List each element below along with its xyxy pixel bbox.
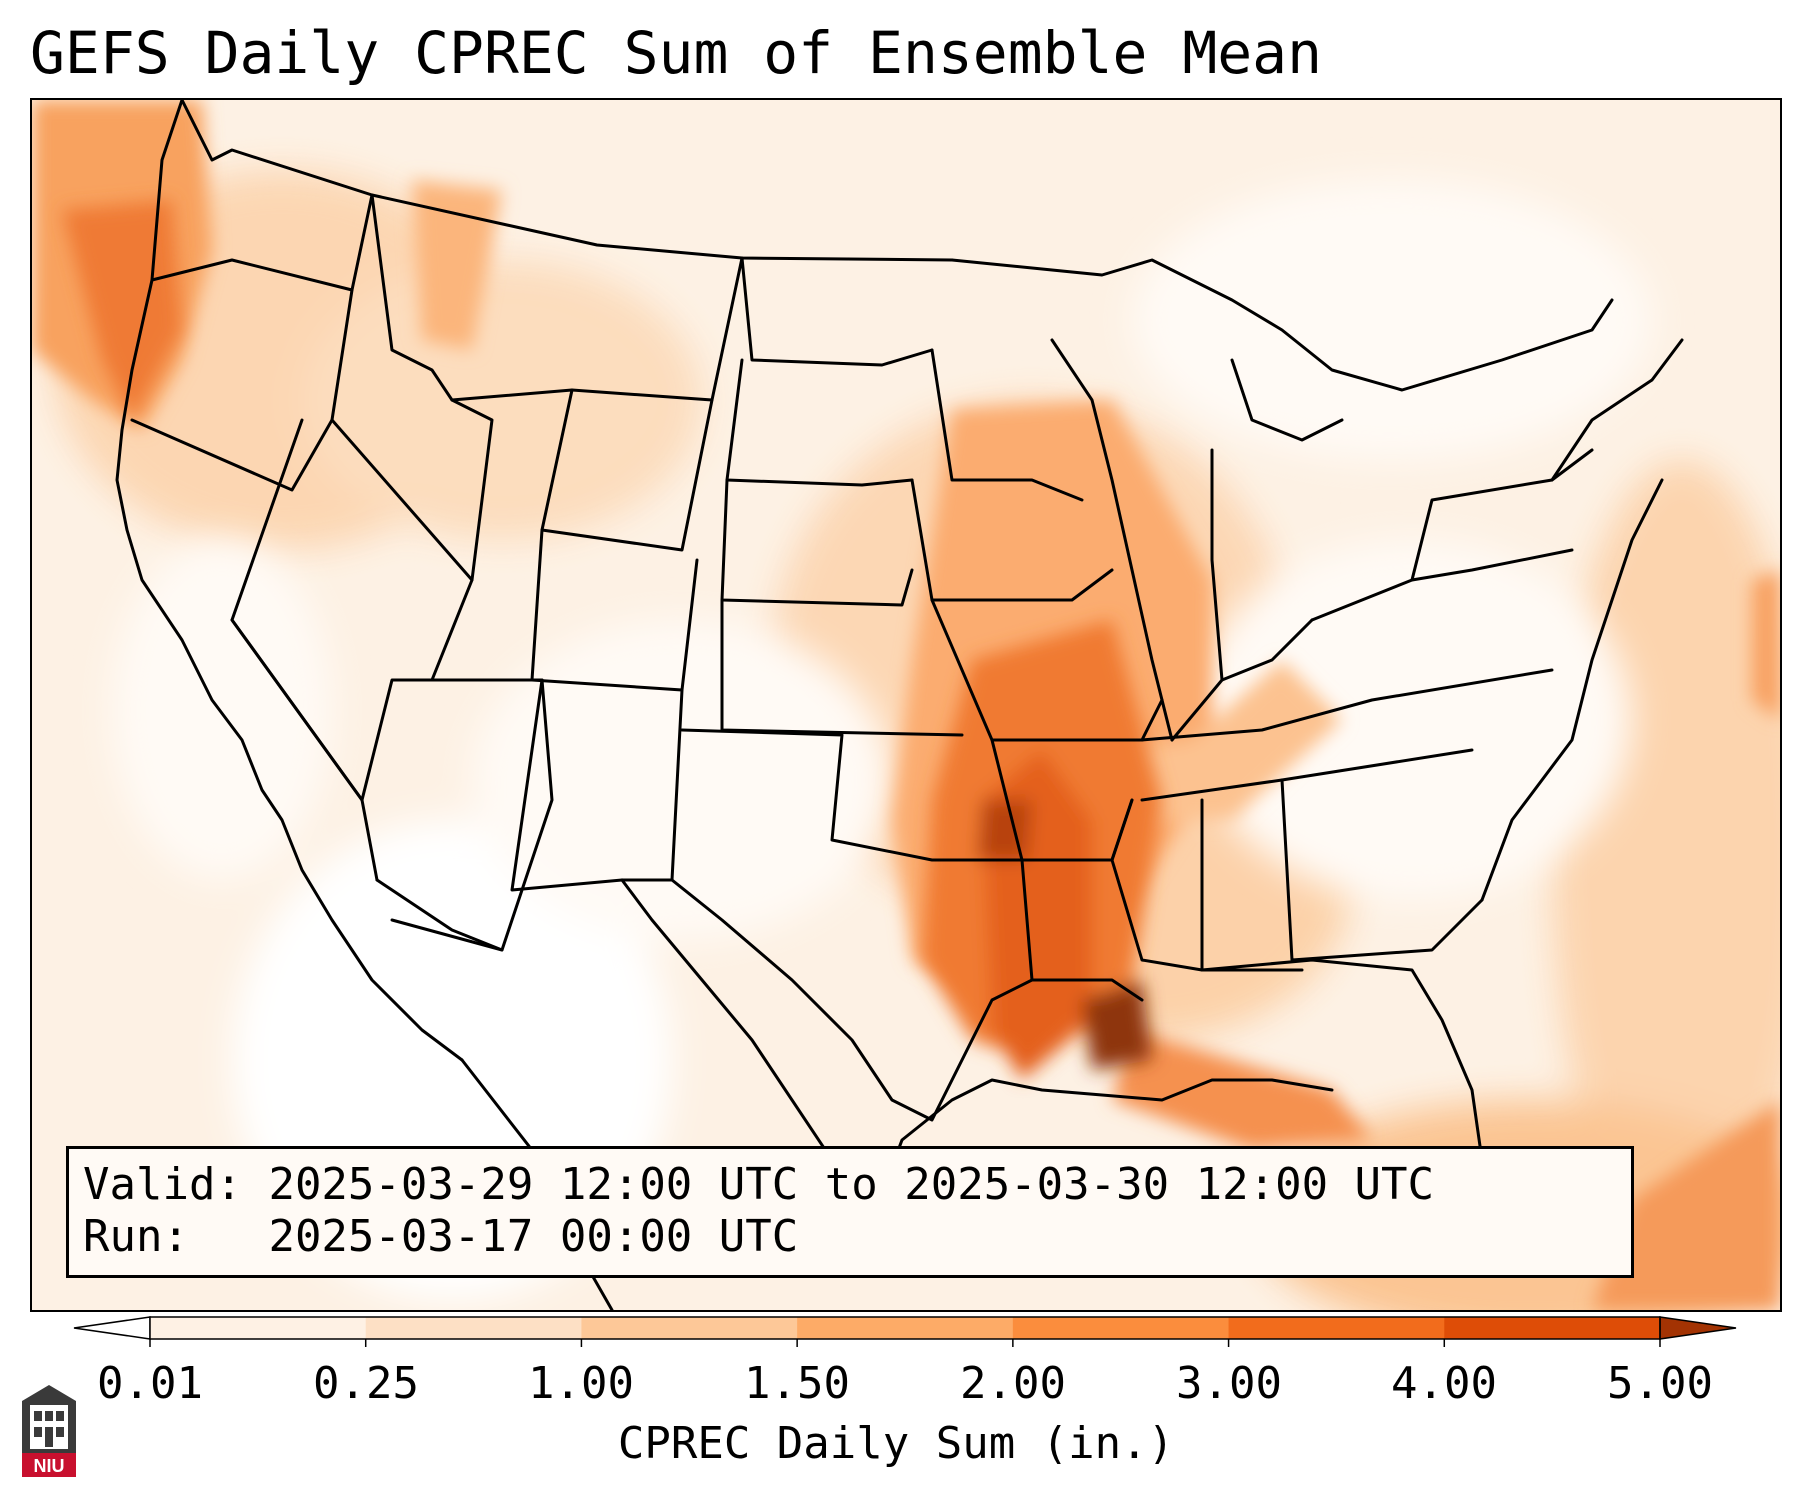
precipitation-map	[30, 98, 1782, 1312]
logo-text: NIU	[34, 1456, 65, 1476]
run-value: 2025-03-17 00:00 UTC	[268, 1211, 799, 1262]
colorbar-segment	[1228, 1317, 1445, 1339]
chart-title: GEFS Daily CPREC Sum of Ensemble Mean	[30, 19, 1323, 87]
niu-logo: NIU	[22, 1385, 76, 1477]
valid-label: Valid:	[83, 1159, 242, 1210]
colorbar-tick-label: 1.50	[744, 1358, 850, 1409]
colorbar-tick-label: 5.00	[1607, 1358, 1713, 1409]
colorbar-outline	[149, 1316, 1661, 1340]
colorbar-segment	[581, 1317, 798, 1339]
colorbar-tick-label: 4.00	[1391, 1358, 1497, 1409]
colorbar-segment	[365, 1317, 582, 1339]
colorbar-tick-label: 1.00	[528, 1358, 634, 1409]
colorbar	[73, 1316, 1737, 1347]
colorbar-segments	[150, 1317, 1661, 1339]
map-svg	[32, 100, 1780, 1310]
colorbar-segment	[1444, 1317, 1661, 1339]
colorbar-segment	[797, 1317, 1014, 1339]
valid-row: Valid: 2025-03-29 12:00 UTC to 2025-03-3…	[83, 1159, 1617, 1211]
colorbar-tick-label: 2.00	[960, 1358, 1066, 1409]
state-boundaries	[115, 100, 1684, 1310]
colorbar-under-arrow	[73, 1316, 151, 1340]
run-label: Run:	[83, 1211, 189, 1262]
colorbar-title: CPREC Daily Sum (in.)	[617, 1418, 1175, 1469]
run-row: Run: 2025-03-17 00:00 UTC	[83, 1211, 1617, 1263]
colorbar-tick-label: 0.01	[97, 1358, 203, 1409]
colorbar-tick-label: 0.25	[313, 1358, 419, 1409]
colorbar-segment	[1012, 1317, 1230, 1339]
validity-info-box: Valid: 2025-03-29 12:00 UTC to 2025-03-3…	[66, 1146, 1634, 1278]
colorbar-ticks	[149, 1339, 1661, 1347]
colorbar-segment	[150, 1317, 367, 1339]
valid-value: 2025-03-29 12:00 UTC to 2025-03-30 12:00…	[268, 1159, 1435, 1210]
colorbar-tick-label: 3.00	[1176, 1358, 1282, 1409]
colorbar-over-arrow	[1659, 1316, 1737, 1340]
